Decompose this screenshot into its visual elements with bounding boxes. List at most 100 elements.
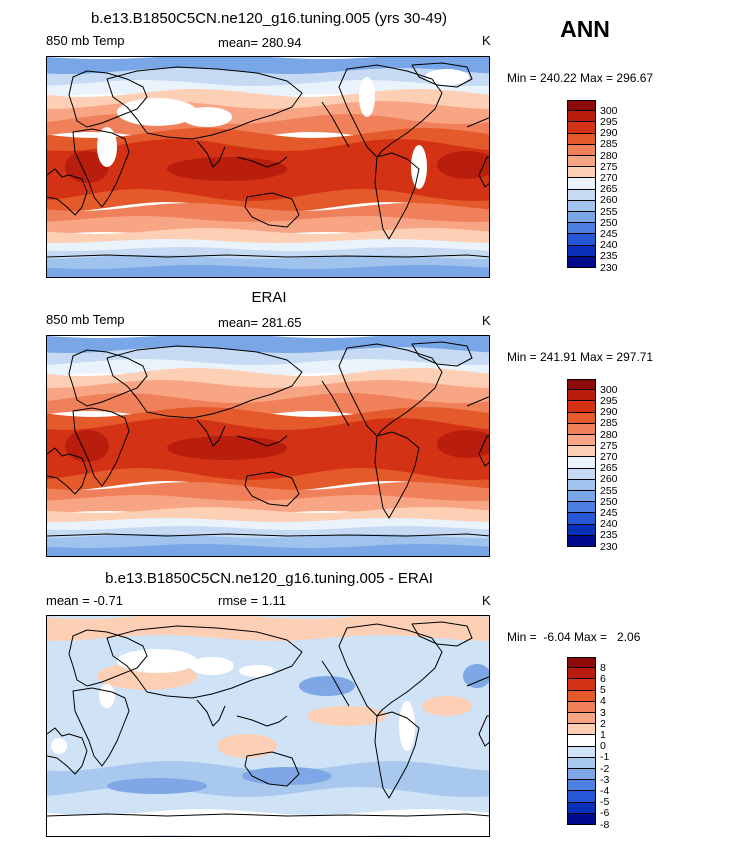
colorbar-tick-label: 285 bbox=[600, 138, 618, 151]
colorbar-tick-label: 255 bbox=[600, 205, 618, 218]
panel2-map bbox=[46, 335, 490, 557]
colorbar-swatch bbox=[567, 256, 596, 268]
colorbar-swatch bbox=[567, 535, 596, 547]
field-warm-core bbox=[167, 436, 287, 460]
diff-anomaly bbox=[242, 767, 332, 785]
colorbar-tick-label: 230 bbox=[600, 540, 618, 553]
coastline bbox=[321, 380, 350, 427]
colorbar-swatch bbox=[567, 679, 596, 691]
colorbar-tick-label: 0 bbox=[600, 740, 606, 753]
colorbar-swatch bbox=[567, 479, 596, 491]
colorbar-tick-label: 255 bbox=[600, 484, 618, 497]
coastline bbox=[374, 431, 420, 519]
colorbar-swatch bbox=[567, 401, 596, 413]
missing-data-patch bbox=[399, 701, 415, 751]
diff-background bbox=[47, 616, 489, 836]
field-warm-core bbox=[65, 430, 109, 462]
colorbar-swatch bbox=[567, 133, 596, 145]
colorbar-tick-label: 280 bbox=[600, 428, 618, 441]
coastline bbox=[466, 676, 489, 687]
panel2-colorbar: 300 295 290 285 280 275 270 265 260 255 250 245 240 2… bbox=[567, 379, 618, 552]
colorbar-tick-label: 275 bbox=[600, 439, 618, 452]
missing-data-patch bbox=[411, 145, 427, 189]
colorbar-tick-label: 250 bbox=[600, 216, 618, 229]
colorbar-swatch bbox=[567, 491, 596, 503]
colorbar-swatch bbox=[567, 668, 596, 680]
field-band bbox=[47, 347, 489, 369]
missing-data-patch bbox=[117, 649, 197, 673]
missing-data-patch bbox=[190, 657, 234, 675]
colorbar-swatch bbox=[567, 701, 596, 713]
missing-data-patch bbox=[99, 684, 115, 708]
coastline bbox=[478, 156, 489, 188]
colorbar-swatch bbox=[567, 423, 596, 435]
coastline bbox=[68, 349, 148, 407]
coastline bbox=[236, 435, 288, 447]
coastline bbox=[47, 533, 489, 537]
colorbar-tick-label: 285 bbox=[600, 417, 618, 430]
missing-data-patch bbox=[359, 77, 375, 117]
colorbar-tick-label: 230 bbox=[600, 261, 618, 274]
colorbar-tick-label: 240 bbox=[600, 239, 618, 252]
colorbar-tick-label: -8 bbox=[600, 818, 610, 831]
panel1-map bbox=[46, 56, 490, 278]
coastline bbox=[47, 447, 88, 495]
colorbar-tick-label: 270 bbox=[600, 171, 618, 184]
colorbar-swatch bbox=[567, 144, 596, 156]
colorbar-swatch bbox=[567, 223, 596, 235]
field-band bbox=[47, 507, 489, 527]
coastline bbox=[72, 687, 130, 767]
colorbar-tick-label: 5 bbox=[600, 684, 606, 697]
field-band bbox=[47, 228, 489, 248]
missing-data-patch bbox=[182, 107, 232, 127]
coastline bbox=[106, 625, 303, 699]
colorbar-tick-label: -1 bbox=[600, 751, 610, 764]
panel1-mean-label: mean= 280.94 bbox=[218, 35, 302, 50]
field-band bbox=[47, 265, 489, 277]
colorbar-tick-label: 290 bbox=[600, 406, 618, 419]
colorbar-tick-label: 1 bbox=[600, 728, 606, 741]
colorbar-swatch bbox=[567, 791, 596, 803]
colorbar-swatch bbox=[567, 735, 596, 747]
coastline bbox=[68, 629, 148, 687]
panel2-minmax: Min = 241.91 Max = 297.71 bbox=[507, 350, 654, 364]
colorbar-tick-label: 245 bbox=[600, 506, 618, 519]
colorbar-swatch bbox=[567, 178, 596, 190]
coastline bbox=[68, 70, 148, 128]
colorbar-swatch bbox=[567, 780, 596, 792]
coastline bbox=[47, 727, 88, 775]
coastline bbox=[466, 117, 489, 128]
panel3-map bbox=[46, 615, 490, 837]
colorbar-swatch bbox=[567, 502, 596, 514]
panel2-units-label: K bbox=[482, 313, 491, 328]
colorbar-swatch bbox=[567, 713, 596, 725]
colorbar-tick-label: -6 bbox=[600, 807, 610, 820]
colorbar-tick-label: 300 bbox=[600, 104, 618, 117]
colorbar-swatch bbox=[567, 769, 596, 781]
diff-anomaly bbox=[107, 778, 207, 794]
coastline bbox=[338, 623, 443, 717]
coastline bbox=[338, 64, 443, 158]
coastline bbox=[47, 813, 489, 817]
colorbar-tick-label: -5 bbox=[600, 796, 610, 809]
colorbar-tick-label: 265 bbox=[600, 462, 618, 475]
colorbar-swatch bbox=[567, 189, 596, 201]
field-warm-core bbox=[65, 151, 109, 183]
colorbar-swatch bbox=[567, 122, 596, 134]
colorbar-swatch bbox=[567, 156, 596, 168]
colorbar-swatch bbox=[567, 390, 596, 402]
colorbar-swatch bbox=[567, 245, 596, 257]
colorbar-swatch bbox=[567, 746, 596, 758]
colorbar-tick-label: 265 bbox=[600, 183, 618, 196]
field-band bbox=[47, 89, 489, 113]
colorbar-swatch bbox=[567, 167, 596, 179]
coastline bbox=[478, 715, 489, 747]
colorbar-swatch bbox=[567, 468, 596, 480]
coastline bbox=[244, 751, 300, 787]
coastline bbox=[411, 62, 473, 88]
colorbar-swatch bbox=[567, 690, 596, 702]
colorbar-swatch bbox=[567, 757, 596, 769]
colorbar-tick-label: 275 bbox=[600, 160, 618, 173]
missing-data-patch bbox=[97, 127, 117, 167]
colorbar-swatch bbox=[567, 724, 596, 736]
